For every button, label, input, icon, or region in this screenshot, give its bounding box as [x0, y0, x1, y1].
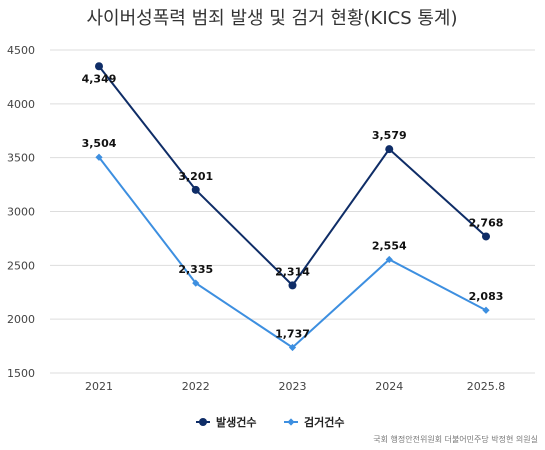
data-label: 4,349: [82, 72, 117, 85]
data-point: [482, 232, 490, 241]
legend: 발생건수 검거건수: [196, 415, 344, 429]
x-tick-label: 2021: [85, 380, 113, 393]
y-tick-label: 4500: [7, 44, 35, 57]
data-point: [288, 281, 297, 290]
y-tick-label: 4000: [7, 98, 35, 111]
data-point: [95, 62, 103, 71]
x-tick-label: 2025.8: [467, 380, 506, 393]
x-tick-label: 2024: [375, 380, 403, 393]
data-label: 1,737: [275, 327, 310, 340]
y-tick-label: 3500: [7, 152, 35, 165]
data-point: [288, 343, 297, 352]
x-tick-label: 2023: [279, 380, 307, 393]
data-label: 3,201: [178, 170, 213, 183]
legend-marker: [287, 418, 295, 426]
data-label: 3,504: [82, 137, 117, 150]
legend-label: 검거건수: [304, 415, 344, 429]
data-label: 2,314: [275, 265, 310, 278]
source-note: 국회 행정안전위원회 더불어민주당 박정현 의원실: [373, 434, 538, 444]
data-label: 2,083: [469, 290, 504, 303]
legend-marker: [199, 418, 207, 426]
data-point: [385, 145, 394, 154]
data-point: [95, 153, 103, 161]
data-point: [482, 306, 490, 314]
y-tick-label: 2000: [7, 313, 35, 326]
y-tick-label: 2500: [7, 259, 35, 272]
legend-label: 발생건수: [216, 415, 256, 429]
grid-layer: [50, 49, 535, 374]
y-tick-label: 1500: [7, 367, 35, 380]
chart-title: 사이버성폭력 범죄 발생 및 검거 현황(KICS 통계): [87, 8, 458, 29]
series-layer: [95, 62, 490, 352]
x-tick-label: 2022: [182, 380, 210, 393]
data-label: 2,335: [178, 263, 213, 276]
data-point: [192, 279, 200, 287]
data-label: 3,579: [372, 129, 407, 142]
series-line-1: [98, 65, 487, 287]
data-label: 2,554: [372, 240, 407, 253]
y-tick-label: 3000: [7, 206, 35, 219]
axis-layer: 1500 2000 2500 3000 3500 4000 4500 2021 2022 2023…: [7, 44, 505, 393]
data-point: [191, 185, 200, 194]
label-layer: 4,349 3,201 2,314 3,579 2,768 3,504 2,335 1,737…: [82, 72, 504, 340]
data-label: 2,768: [469, 216, 504, 229]
data-point: [385, 255, 393, 264]
